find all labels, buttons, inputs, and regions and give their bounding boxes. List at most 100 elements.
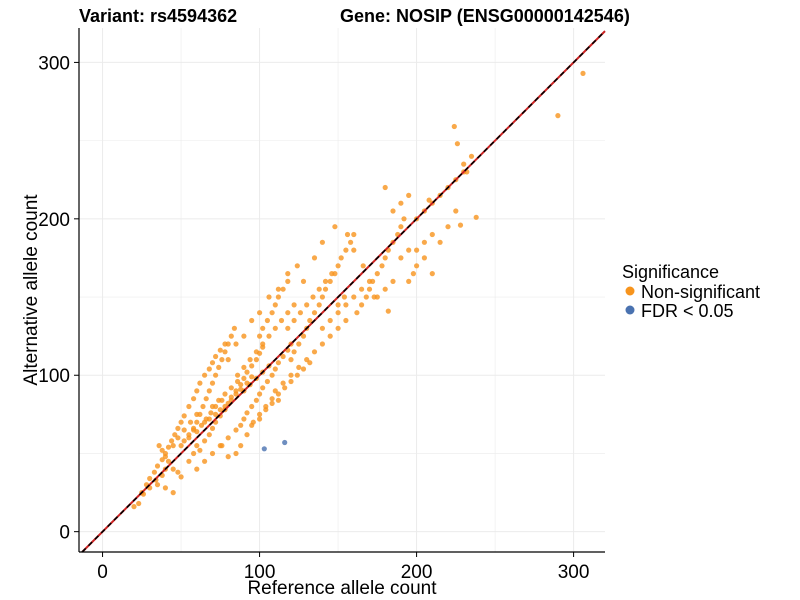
- point-non-significant: [219, 397, 225, 403]
- point-non-significant: [351, 247, 357, 253]
- point-non-significant: [233, 450, 239, 457]
- point-non-significant: [136, 500, 142, 507]
- point-non-significant: [300, 366, 307, 372]
- point-non-significant: [269, 396, 275, 402]
- point-non-significant: [291, 302, 297, 308]
- point-non-significant: [244, 410, 250, 416]
- data-points: [131, 70, 586, 510]
- point-non-significant: [194, 443, 200, 449]
- point-non-significant: [238, 386, 244, 392]
- point-non-significant: [414, 247, 420, 253]
- point-non-significant: [285, 278, 291, 284]
- point-non-significant: [327, 317, 333, 324]
- point-non-significant: [263, 407, 269, 413]
- x-tick-label: 200: [401, 562, 433, 583]
- point-non-significant: [316, 302, 322, 308]
- point-non-significant: [264, 378, 270, 385]
- point-non-significant: [260, 325, 266, 331]
- point-non-significant: [169, 438, 175, 444]
- reference-line: [81, 30, 606, 553]
- point-non-significant: [366, 278, 373, 284]
- point-non-significant: [401, 216, 407, 222]
- point-non-significant: [209, 360, 216, 366]
- point-non-significant: [209, 380, 216, 386]
- point-non-significant: [351, 231, 357, 238]
- point-non-significant: [344, 231, 351, 238]
- point-non-significant: [266, 294, 272, 300]
- point-non-significant: [280, 353, 286, 360]
- point-non-significant: [335, 263, 341, 269]
- point-non-significant: [257, 310, 263, 316]
- legend-swatch-non-significant: [625, 286, 635, 296]
- point-non-significant: [338, 255, 344, 261]
- point-non-significant: [203, 416, 209, 422]
- point-non-significant: [341, 294, 347, 300]
- point-non-significant: [197, 380, 203, 386]
- chart-title-gene: Gene: NOSIP (ENSG00000142546): [340, 6, 630, 26]
- point-non-significant: [335, 325, 341, 331]
- point-non-significant: [217, 407, 223, 413]
- point-non-significant: [371, 294, 377, 300]
- point-non-significant: [382, 184, 388, 191]
- point-non-significant: [181, 413, 187, 419]
- point-non-significant: [209, 425, 216, 431]
- point-non-significant: [300, 278, 307, 284]
- point-non-significant: [266, 333, 272, 339]
- point-non-significant: [186, 458, 192, 464]
- point-non-significant: [249, 363, 255, 369]
- point-non-significant: [310, 294, 316, 300]
- point-non-significant: [390, 278, 396, 284]
- point-non-significant: [162, 454, 168, 460]
- point-non-significant: [235, 378, 241, 385]
- point-non-significant: [437, 239, 443, 245]
- point-non-significant: [197, 447, 203, 453]
- point-non-significant: [272, 302, 278, 308]
- point-non-significant: [327, 333, 333, 339]
- point-non-significant: [213, 372, 219, 378]
- point-non-significant: [219, 443, 225, 449]
- point-fdr: [282, 439, 288, 446]
- y-tick-label: 300: [38, 53, 70, 74]
- point-non-significant: [275, 391, 281, 397]
- point-non-significant: [186, 432, 192, 438]
- point-non-significant: [300, 333, 307, 339]
- point-non-significant: [451, 123, 457, 130]
- point-non-significant: [175, 469, 181, 475]
- point-non-significant: [178, 419, 184, 425]
- y-axis-ticks: 0 100 200 300: [38, 53, 79, 544]
- point-non-significant: [147, 475, 153, 482]
- point-non-significant: [307, 317, 313, 324]
- point-non-significant: [213, 403, 219, 410]
- point-non-significant: [322, 286, 329, 292]
- point-non-significant: [275, 294, 281, 300]
- point-non-significant: [213, 353, 219, 360]
- point-non-significant: [217, 347, 223, 353]
- point-non-significant: [348, 239, 354, 245]
- point-non-significant: [257, 333, 263, 339]
- point-non-significant: [170, 490, 176, 496]
- point-non-significant: [249, 374, 255, 380]
- point-non-significant: [390, 208, 396, 214]
- point-non-significant: [272, 366, 278, 372]
- point-non-significant: [280, 286, 286, 292]
- point-non-significant: [354, 310, 360, 316]
- point-non-significant: [222, 349, 228, 355]
- point-non-significant: [222, 341, 228, 347]
- point-non-significant: [159, 457, 165, 463]
- point-non-significant: [241, 416, 247, 422]
- x-tick-label: 300: [558, 562, 590, 583]
- x-tick-label: 0: [97, 562, 108, 583]
- y-tick-label: 200: [38, 210, 70, 231]
- point-non-significant: [288, 378, 294, 385]
- point-non-significant: [282, 385, 288, 391]
- point-non-significant: [269, 400, 275, 406]
- point-non-significant: [235, 372, 241, 378]
- point-non-significant: [244, 432, 250, 438]
- point-non-significant: [294, 372, 300, 378]
- point-non-significant: [213, 411, 219, 417]
- point-non-significant: [461, 161, 467, 167]
- point-non-significant: [156, 443, 162, 449]
- point-non-significant: [297, 310, 303, 316]
- point-non-significant: [280, 380, 286, 386]
- legend-label-fdr: FDR < 0.05: [641, 301, 734, 321]
